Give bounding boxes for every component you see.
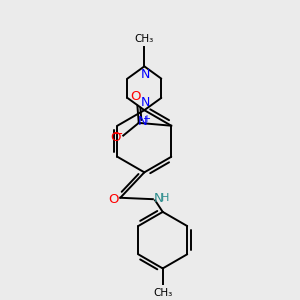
Text: −: − <box>112 128 123 141</box>
Text: N: N <box>140 68 150 81</box>
Text: O: O <box>108 193 119 206</box>
Text: CH₃: CH₃ <box>153 288 172 298</box>
Text: N: N <box>154 192 164 205</box>
Text: N: N <box>140 96 150 109</box>
Text: N: N <box>137 115 147 128</box>
Text: O: O <box>131 90 141 103</box>
Text: +: + <box>142 114 150 124</box>
Text: CH₃: CH₃ <box>135 34 154 44</box>
Text: H: H <box>161 193 170 203</box>
Text: O: O <box>110 130 121 143</box>
